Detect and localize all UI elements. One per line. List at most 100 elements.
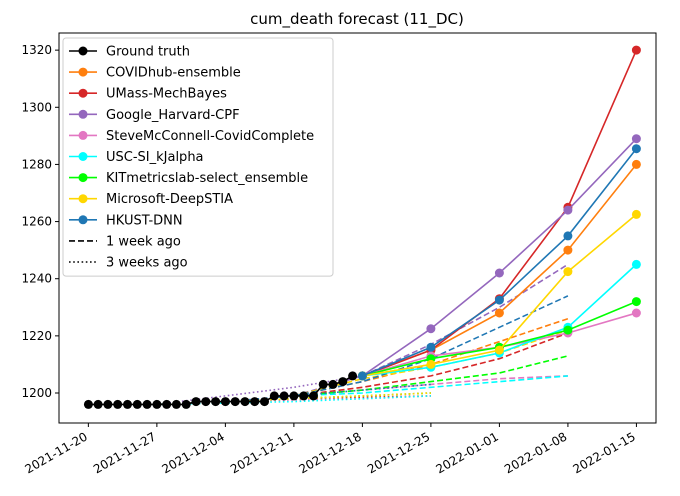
legend-marker-6	[78, 173, 88, 183]
series-point-0-4	[631, 159, 641, 169]
x-tick-label-3: 2021-12-11	[228, 429, 295, 476]
ground-truth-point-17	[250, 397, 260, 407]
ground-truth-point-10	[181, 399, 191, 409]
ground-truth-point-21	[289, 391, 299, 401]
series-point-5-4	[631, 297, 641, 307]
series-point-0-2	[494, 308, 504, 318]
series-point-6-4	[631, 209, 641, 219]
ground-truth-point-26	[338, 377, 348, 387]
ground-truth-point-4	[123, 399, 132, 409]
series-point-5-3	[563, 325, 573, 335]
series-point-2-4	[631, 134, 641, 144]
forecast-series	[357, 45, 641, 381]
ground-truth-point-13	[211, 397, 221, 407]
series-point-7-3	[563, 231, 573, 241]
legend-marker-2	[78, 88, 88, 98]
legend-label-3: Google_Harvard-CPF	[106, 108, 240, 123]
y-tick-label-3: 1260	[21, 215, 52, 229]
legend-label-1: COVIDhub-ensemble	[106, 66, 241, 81]
x-tick-label-5: 2021-12-25	[365, 429, 432, 476]
series-point-6-1	[426, 359, 436, 369]
series-point-1-4	[631, 45, 641, 55]
ground-truth-point-5	[132, 399, 142, 409]
y-tick-label-0: 1200	[21, 386, 52, 400]
legend-label-6: KITmetricslab-select_ensemble	[106, 171, 308, 186]
legend: Ground truth COVIDhub-ensemble UMass-MechB…	[62, 37, 334, 277]
ground-truth-point-9	[171, 399, 181, 409]
series-point-7-2	[494, 295, 504, 305]
series-point-7-1	[426, 342, 436, 352]
ground-truth-point-1	[93, 399, 103, 409]
series-point-0-3	[563, 245, 573, 255]
ground-truth-point-15	[230, 397, 240, 407]
series-point-6-2	[494, 345, 504, 355]
x-tick-label-4: 2021-12-18	[296, 429, 363, 476]
ground-truth-point-0	[83, 399, 93, 409]
ground-truth-point-19	[269, 391, 279, 401]
x-tick-label-0: 2021-11-20	[22, 429, 89, 476]
chart-title: cum_death forecast (11_DC)	[250, 10, 464, 29]
x-tick-label-6: 2022-01-01	[434, 429, 501, 476]
week1-line-5	[293, 355, 569, 397]
series-point-3-4	[631, 308, 641, 318]
plot-frame	[58, 32, 657, 424]
x-tick-label-1: 2021-11-27	[91, 429, 158, 476]
legend-label-9: 1 week ago	[106, 234, 181, 249]
ground-truth-point-24	[318, 379, 328, 389]
legend-marker-5	[78, 152, 88, 161]
ground-truth-point-3	[113, 399, 123, 409]
series-point-2-2	[494, 268, 504, 278]
ground-truth-point-2	[103, 399, 113, 409]
ground-truth-point-14	[220, 397, 230, 407]
ground-truth-line	[88, 375, 354, 406]
legend-label-5: USC-SI_kJalpha	[106, 150, 204, 165]
series-point-7-0	[357, 371, 367, 381]
y-tick-label-5: 1300	[21, 100, 52, 114]
ground-truth-point-20	[279, 391, 289, 401]
legend-label-10: 3 weeks ago	[106, 256, 188, 271]
ground-truth-point-22	[299, 391, 309, 401]
ground-truth-series	[83, 371, 358, 409]
series-point-6-3	[563, 267, 573, 277]
ground-truth-point-16	[240, 397, 250, 407]
legend-marker-3	[78, 109, 88, 119]
ground-truth-point-23	[309, 391, 318, 401]
legend-label-8: HKUST-DNN	[106, 213, 183, 228]
ground-truth-point-18	[260, 397, 269, 407]
y-tick-label-4: 1280	[21, 157, 52, 171]
legend-box	[62, 37, 334, 277]
y-axis: 1200 1220 1240 1260 1280 1300 1320	[21, 43, 59, 400]
series-point-4-4	[631, 259, 641, 269]
legend-label-7: Microsoft-DeepSTIA	[106, 192, 233, 207]
ground-truth-point-6	[142, 399, 152, 409]
y-tick-label-6: 1320	[21, 43, 52, 57]
legend-label-2: UMass-MechBayes	[106, 87, 227, 102]
ground-truth-point-8	[162, 399, 172, 409]
week1-line-1	[293, 332, 569, 397]
legend-label-4: SteveMcConnell-CovidComplete	[106, 129, 314, 144]
ground-truth-point-7	[152, 399, 162, 409]
week1-line-4	[293, 375, 568, 397]
legend-marker-0	[78, 46, 88, 56]
y-tick-label-1: 1220	[21, 329, 52, 343]
x-tick-label-7: 2022-01-08	[502, 429, 569, 476]
ground-truth-point-25	[328, 379, 338, 389]
ground-truth-point-12	[201, 397, 211, 407]
legend-marker-1	[78, 67, 88, 77]
legend-marker-7	[78, 194, 88, 204]
series-point-2-1	[426, 324, 436, 334]
series-line-2	[361, 138, 637, 377]
x-tick-label-8: 2022-01-15	[571, 429, 638, 476]
series-point-7-4	[631, 144, 641, 154]
ground-truth-point-27	[348, 371, 358, 381]
legend-label-0: Ground truth	[106, 45, 190, 60]
legend-marker-4	[78, 130, 88, 140]
series-point-2-3	[563, 205, 573, 215]
week1-line-7	[293, 295, 569, 397]
x-tick-label-2: 2021-12-04	[159, 429, 226, 476]
ground-truth-point-11	[191, 397, 201, 407]
legend-marker-8	[78, 215, 88, 225]
x-axis: 2021-11-20 2021-11-27 2021-12-04 2021-12-11…	[22, 423, 638, 476]
y-tick-label-2: 1240	[21, 272, 52, 286]
